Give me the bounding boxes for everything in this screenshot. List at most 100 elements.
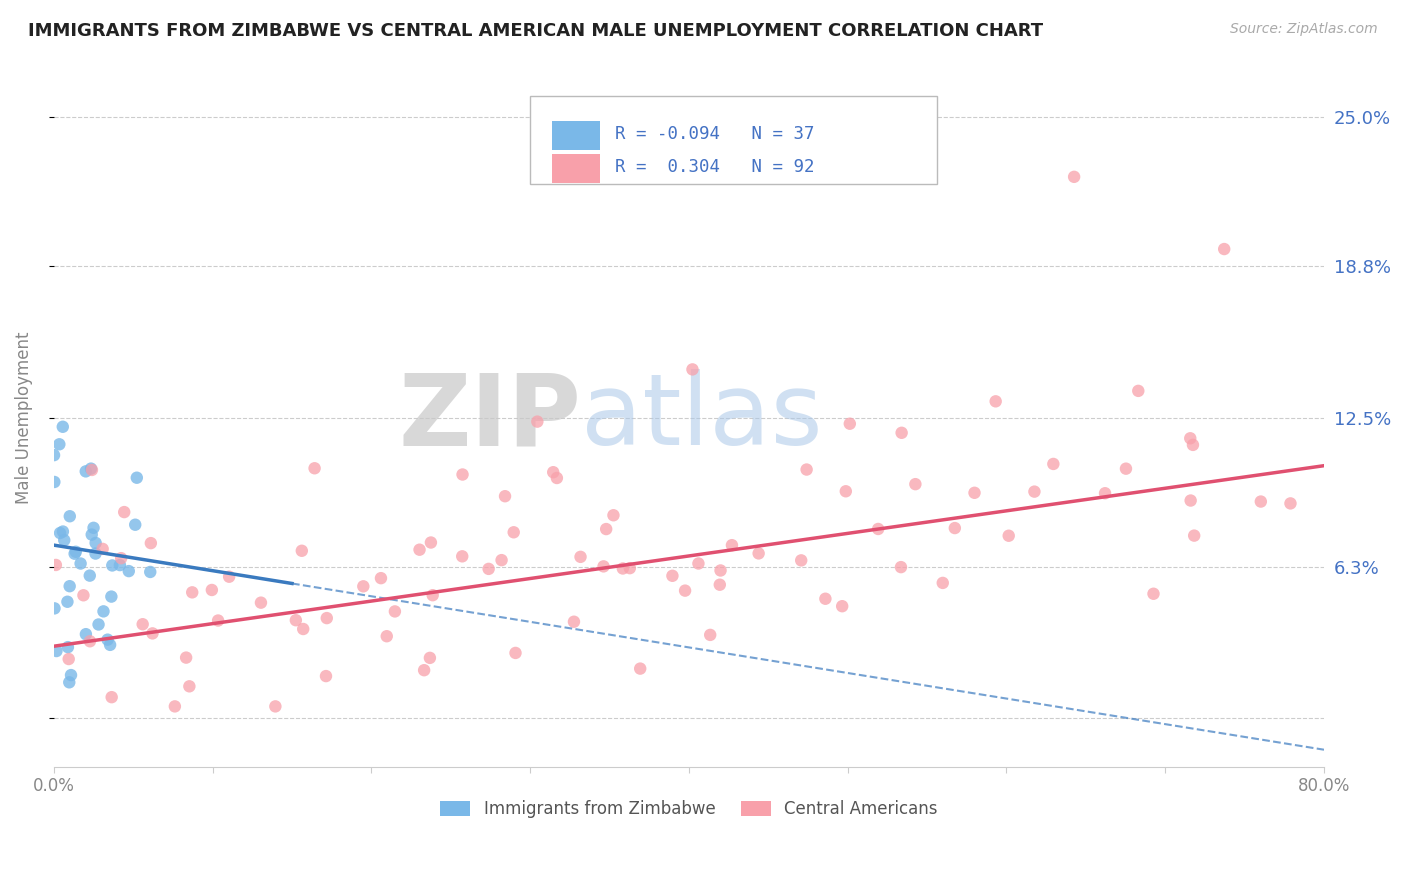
Point <box>79 634 101 648</box>
Point <box>451 467 474 482</box>
Point <box>75 464 97 478</box>
Point <box>100 590 122 604</box>
Text: R =  0.304   N = 92: R = 0.304 N = 92 <box>616 158 814 176</box>
Point <box>868 522 890 536</box>
Point <box>163 699 186 714</box>
Point <box>125 471 148 485</box>
Point <box>80 527 103 541</box>
Point <box>709 578 731 592</box>
Point <box>112 505 135 519</box>
Point <box>814 591 837 606</box>
Point <box>1042 457 1064 471</box>
Point <box>250 596 273 610</box>
Point <box>52 419 75 434</box>
FancyBboxPatch shape <box>551 153 600 183</box>
Point <box>963 485 986 500</box>
Point <box>699 628 721 642</box>
Point <box>207 614 229 628</box>
Point <box>628 662 651 676</box>
Point <box>413 663 436 677</box>
Point <box>98 638 121 652</box>
Point <box>139 565 162 579</box>
Point <box>502 525 524 540</box>
Point <box>101 558 124 573</box>
Point <box>370 571 392 585</box>
Text: atlas: atlas <box>581 369 823 466</box>
Legend: Immigrants from Zimbabwe, Central Americans: Immigrants from Zimbabwe, Central Americ… <box>434 793 943 824</box>
Point <box>661 569 683 583</box>
Point <box>748 546 770 560</box>
Point <box>796 462 818 476</box>
Point <box>688 557 710 571</box>
Point <box>69 557 91 571</box>
Point <box>291 543 314 558</box>
Point <box>831 599 853 614</box>
Point <box>494 489 516 503</box>
Point <box>932 575 955 590</box>
Point <box>491 553 513 567</box>
Point <box>1115 461 1137 475</box>
Point <box>997 529 1019 543</box>
Point <box>1063 169 1085 184</box>
Point <box>673 583 696 598</box>
Point <box>1180 493 1202 508</box>
Point <box>218 570 240 584</box>
Point <box>890 425 912 440</box>
Point <box>56 640 79 654</box>
Point <box>84 536 107 550</box>
Point <box>709 564 731 578</box>
Point <box>943 521 966 535</box>
Point <box>541 465 564 479</box>
Point <box>315 611 337 625</box>
Point <box>179 679 201 693</box>
Point <box>87 617 110 632</box>
Point <box>835 484 858 499</box>
FancyBboxPatch shape <box>551 120 600 150</box>
Point <box>52 524 75 539</box>
Point <box>58 652 80 666</box>
Text: ZIP: ZIP <box>398 369 581 466</box>
Point <box>124 517 146 532</box>
Point <box>110 551 132 566</box>
Point <box>546 471 568 485</box>
Point <box>59 509 82 524</box>
Point <box>60 668 83 682</box>
Point <box>141 626 163 640</box>
Point <box>1128 384 1150 398</box>
Point <box>174 650 197 665</box>
Point <box>48 437 70 451</box>
Point <box>352 579 374 593</box>
Point <box>1142 587 1164 601</box>
Point <box>304 461 326 475</box>
Point <box>721 538 744 552</box>
Point <box>292 622 315 636</box>
Point <box>84 547 107 561</box>
Point <box>602 508 624 523</box>
Point <box>118 564 141 578</box>
Point <box>59 579 82 593</box>
Point <box>139 536 162 550</box>
Point <box>79 568 101 582</box>
Point <box>108 558 131 573</box>
Point <box>42 448 65 462</box>
Point <box>592 559 614 574</box>
Point <box>97 632 120 647</box>
Point <box>131 617 153 632</box>
Point <box>201 582 224 597</box>
Point <box>264 699 287 714</box>
Point <box>80 463 103 477</box>
Point <box>93 604 115 618</box>
Y-axis label: Male Unemployment: Male Unemployment <box>15 331 32 504</box>
Point <box>53 533 76 548</box>
Text: Source: ZipAtlas.com: Source: ZipAtlas.com <box>1230 22 1378 37</box>
Point <box>408 542 430 557</box>
Point <box>75 627 97 641</box>
Point <box>619 561 641 575</box>
Point <box>45 644 67 658</box>
Point <box>1094 486 1116 500</box>
Point <box>478 562 501 576</box>
Point <box>838 417 860 431</box>
Point <box>1180 431 1202 445</box>
Point <box>451 549 474 564</box>
Point <box>44 475 66 489</box>
